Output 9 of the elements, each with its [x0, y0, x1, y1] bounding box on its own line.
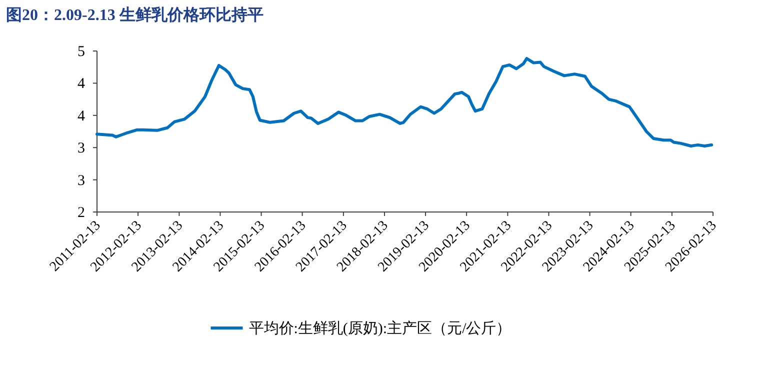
y-tick-label: 3 — [78, 172, 85, 189]
y-tick-label: 5 — [78, 44, 85, 60]
y-tick-label: 2 — [78, 205, 85, 221]
legend-label: 平均价:生鲜乳(原奶):主产区（元/公斤） — [248, 320, 512, 337]
chart-title: 图20：2.09-2.13 生鲜乳价格环比持平 — [6, 6, 264, 24]
y-tick-label: 4 — [78, 108, 86, 124]
y-tick-label: 3 — [78, 140, 85, 157]
y-tick-label: 4 — [78, 76, 86, 92]
line-series — [96, 57, 714, 148]
